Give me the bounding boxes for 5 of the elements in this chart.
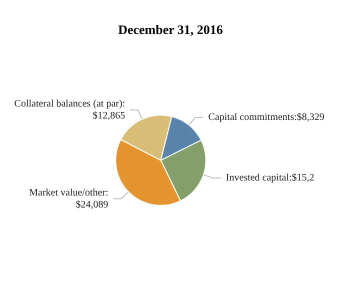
slice-label: Capital commitments:$8,329 bbox=[208, 112, 324, 123]
slice-label: Collateral balances (at par): $12,865 bbox=[14, 98, 126, 122]
slice-label: Invested capital:$15,2 bbox=[226, 172, 314, 184]
slice-label: Market value/other: $24,089 bbox=[29, 187, 108, 210]
chart-title: December 31, 2016 bbox=[118, 22, 224, 37]
